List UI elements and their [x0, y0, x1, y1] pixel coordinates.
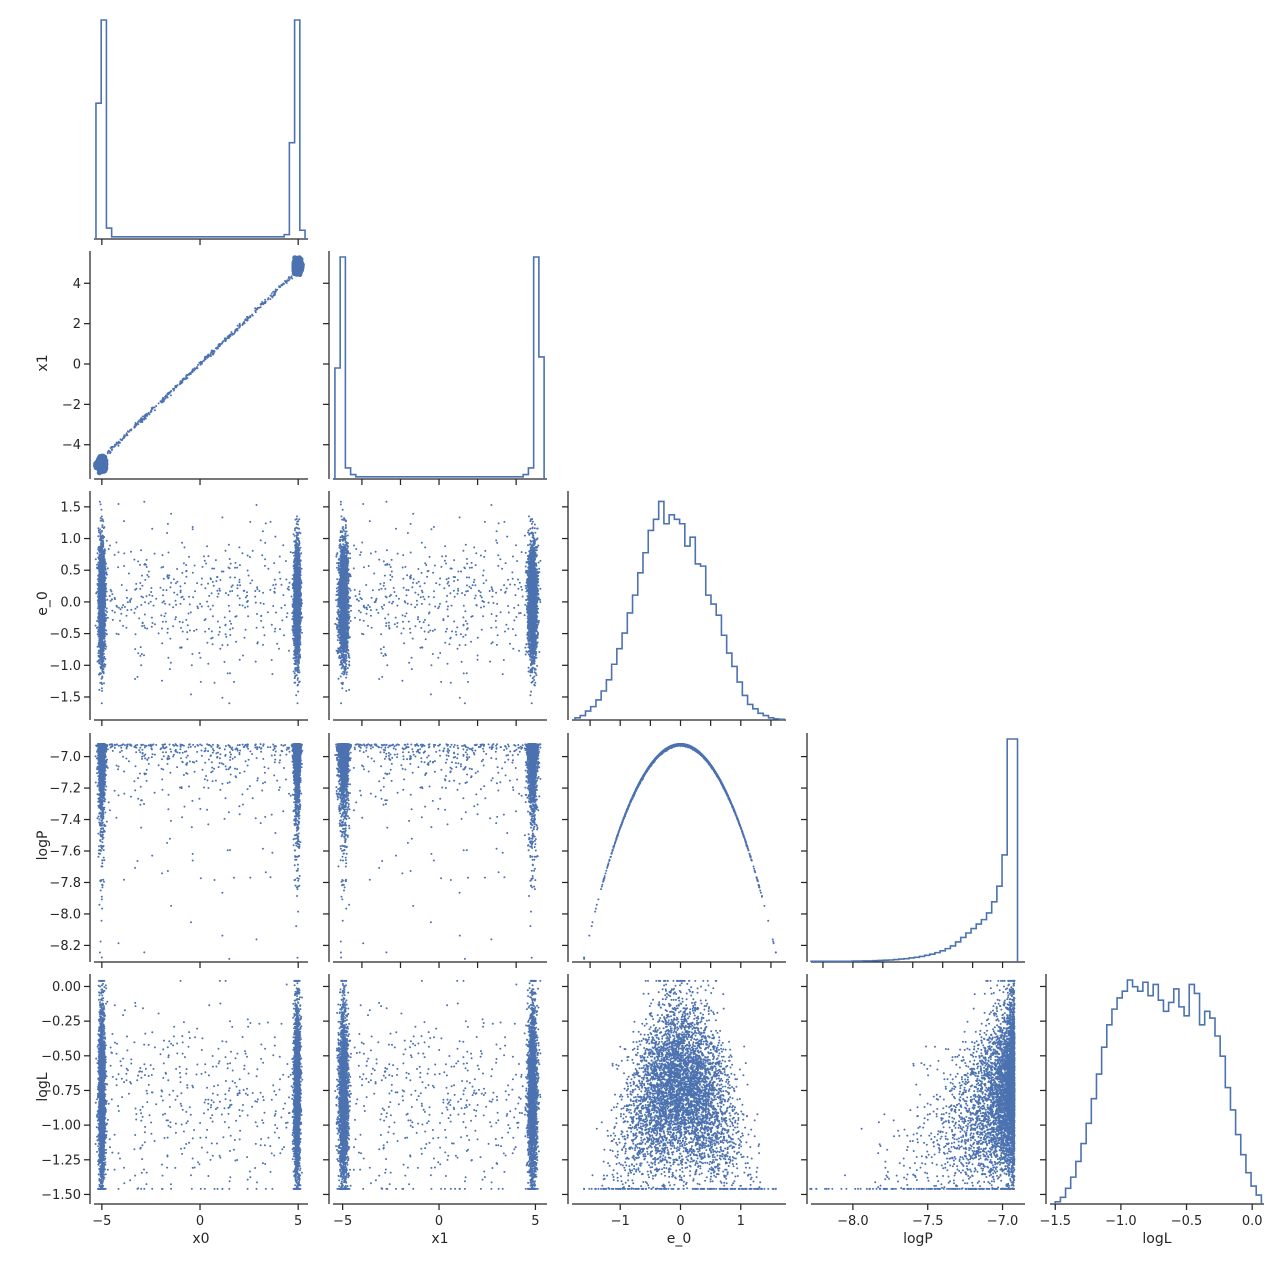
y-tick-label: 2 — [73, 317, 81, 332]
histogram-x0 — [96, 20, 305, 239]
scatter-points — [93, 255, 305, 475]
panel-x1-vs-x0: −4 −2 0 2 4 — [62, 251, 308, 485]
y-tick-label: −2 — [62, 398, 81, 413]
y-tick-label: 4 — [73, 277, 81, 292]
y-tick-label: −4 — [62, 438, 81, 453]
pair-plot-panels: −4−2024−1.5−1.0−0.50.00.51.01.5−8.2−8.0−… — [41, 20, 1264, 1229]
scatter-point — [271, 293, 273, 295]
y-tick-label: 0 — [73, 358, 81, 373]
panel-x0-vs-x0 — [94, 20, 308, 245]
